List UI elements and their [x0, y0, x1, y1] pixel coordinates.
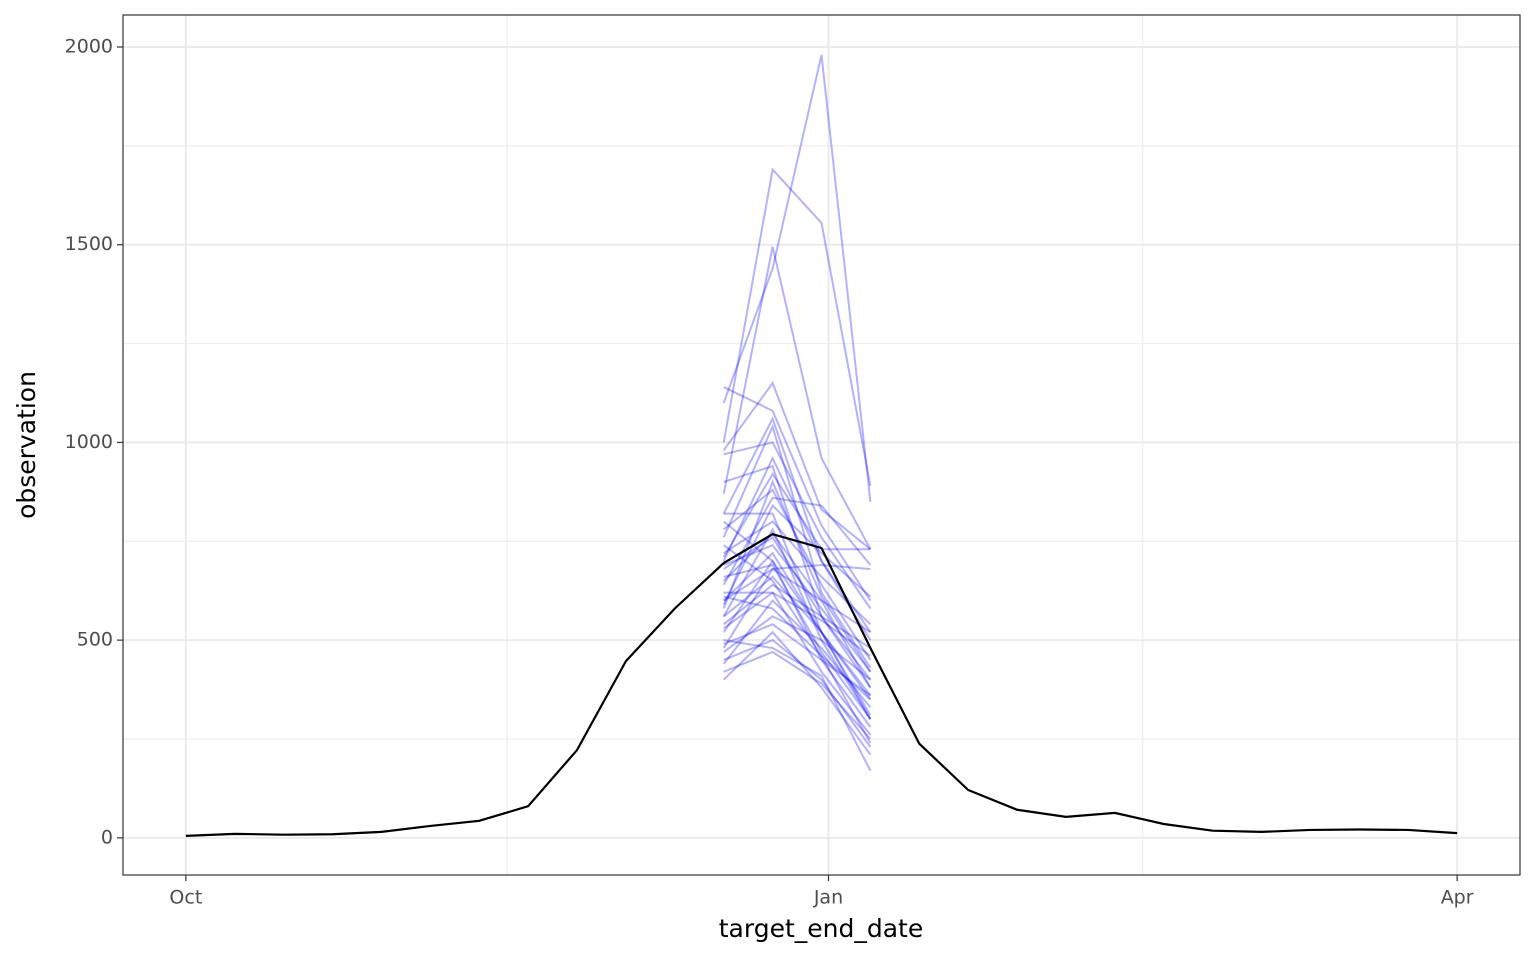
forecast-line — [722, 54, 872, 502]
forecast-line — [722, 504, 872, 605]
forecast-line — [722, 496, 872, 586]
y-tick-label: 1500 — [65, 233, 113, 255]
forecast-line — [723, 551, 872, 697]
x-axis-title: target_end_date — [719, 914, 923, 943]
forecast-line — [723, 520, 872, 720]
forecast-line — [723, 583, 871, 649]
forecast-line — [723, 544, 872, 673]
forecast-line — [723, 591, 872, 736]
forecast-line — [723, 591, 871, 657]
forecast-line — [722, 599, 872, 708]
forecast-line — [722, 527, 872, 720]
forecast-line — [723, 386, 872, 602]
y-tick-label: 500 — [77, 629, 113, 651]
forecast-line — [723, 563, 872, 720]
y-tick-label: 2000 — [65, 36, 113, 58]
forecast-line — [723, 630, 872, 756]
forecast-line — [723, 575, 872, 716]
forecast-line — [723, 595, 872, 701]
forecast-line — [723, 615, 872, 681]
x-tick-label: Oct — [169, 887, 202, 909]
x-tick-label: Jan — [813, 887, 843, 909]
forecast-line — [722, 479, 872, 673]
y-axis-title: observation — [12, 371, 41, 519]
forecast-line — [722, 472, 871, 558]
forecast-line — [723, 650, 872, 740]
forecast-line — [722, 455, 872, 641]
forecast-line — [723, 441, 872, 610]
forecast-line — [722, 246, 872, 550]
forecast-line — [723, 531, 872, 689]
forecast-line — [723, 520, 872, 626]
y-tick-label: 1000 — [65, 431, 113, 453]
panel-border — [122, 14, 1521, 876]
forecast-line — [722, 559, 872, 728]
forecast-line — [722, 567, 871, 649]
forecast-line — [723, 639, 872, 772]
lines — [185, 54, 1458, 837]
x-tick-label: Apr — [1441, 887, 1474, 909]
forecast-line — [723, 638, 872, 748]
forecast-line — [723, 512, 872, 701]
forecast-line — [723, 544, 872, 744]
axes: 0 500 1000 1500 2000 Oct Jan Apr — [65, 36, 1474, 909]
forecast-line — [723, 623, 871, 697]
forecast-line — [723, 563, 871, 602]
forecast-line — [722, 381, 872, 550]
observed-line — [185, 532, 1458, 837]
forecast-line — [723, 488, 872, 661]
grid — [123, 15, 1520, 875]
forecast-line — [723, 535, 872, 681]
forecast-line — [722, 167, 872, 487]
forecast-line — [722, 423, 872, 669]
y-tick-label: 0 — [101, 826, 113, 848]
